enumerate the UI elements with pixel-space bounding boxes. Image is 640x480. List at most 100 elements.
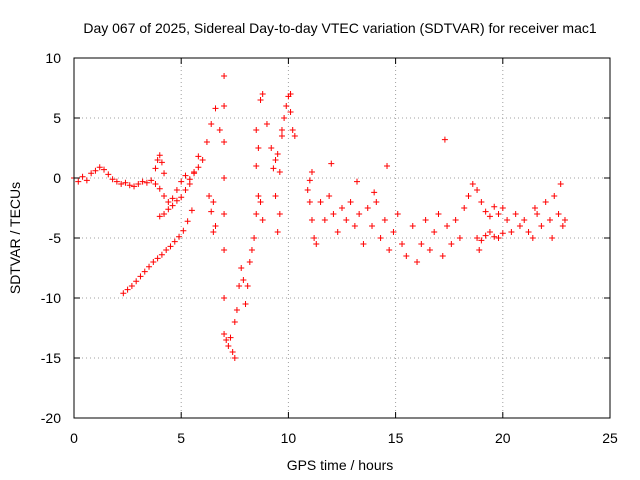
data-point [418,241,425,247]
data-point [546,217,553,223]
data-point [495,211,502,217]
data-point [251,235,258,241]
data-point [257,199,264,205]
data-point [156,152,163,159]
data-point [253,163,260,169]
data-point [313,241,320,247]
data-point [306,177,313,184]
data-point [414,259,421,265]
data-point [274,229,281,235]
data-point [150,259,157,265]
data-point [225,343,232,349]
data-point [551,193,558,199]
data-point [542,199,549,205]
data-point [242,301,249,307]
data-point [390,229,397,235]
data-point [221,295,228,301]
data-point [165,206,172,213]
data-point [231,319,238,325]
data-point [223,337,230,343]
data-point [158,159,165,166]
data-point [158,251,165,258]
data-point [328,160,335,167]
data-point [308,217,315,223]
data-point [531,205,538,211]
data-point [154,157,161,163]
data-point [236,283,243,289]
data-point [270,165,277,172]
data-point [154,255,161,262]
x-axis-ticks: 0 5 10 15 20 25 [70,58,618,446]
x-tick-label: 20 [495,430,511,446]
data-point [156,213,163,220]
data-point [216,127,223,133]
data-point [452,217,459,223]
data-point [182,172,189,179]
data-point [152,181,159,187]
data-point [178,194,185,201]
data-point [469,181,476,187]
data-point [191,169,198,175]
data-point [381,217,388,223]
data-point [538,223,545,229]
data-point [272,157,279,163]
grid-lines [74,58,610,418]
data-point [399,241,406,247]
data-point [146,263,153,270]
data-point [478,237,485,244]
data-point [229,349,236,355]
data-point [257,97,264,103]
data-point [75,178,82,185]
data-point [199,157,206,163]
data-point [276,169,283,175]
data-point [195,153,202,160]
data-point [221,211,228,217]
data-point [83,177,90,184]
data-point [373,199,380,205]
data-point [557,181,564,187]
data-point [79,173,86,180]
data-point [184,218,191,225]
data-point [203,139,210,145]
data-point [478,199,485,205]
data-point [291,133,298,139]
data-point [221,175,228,181]
data-point [491,233,498,240]
data-point [255,193,262,199]
data-point [561,217,568,223]
data-point [278,127,285,133]
data-point [274,151,281,157]
data-point [88,170,95,177]
data-point [529,235,536,241]
data-point [439,253,446,259]
data-point [253,211,260,217]
data-point [137,273,144,280]
x-tick-label: 10 [281,430,297,446]
data-point [124,286,131,293]
x-axis-label: GPS time / hours [287,457,394,473]
data-point [244,283,251,289]
data-point [386,247,393,253]
data-point [287,91,294,97]
data-point [128,283,135,289]
data-point [210,199,217,205]
data-point [495,235,502,241]
data-point [96,164,103,171]
data-point [287,109,294,115]
data-point [278,133,285,139]
data-point [173,187,180,193]
data-point [281,115,288,121]
data-point [255,145,262,151]
y-tick-label: -15 [41,350,61,366]
y-tick-label: -5 [49,230,62,246]
data-point [231,355,238,361]
data-point [343,217,350,223]
data-point [276,211,283,217]
data-point [221,331,228,337]
data-point [240,277,247,283]
data-point [248,247,255,253]
data-point [435,211,442,217]
data-point [126,182,133,189]
